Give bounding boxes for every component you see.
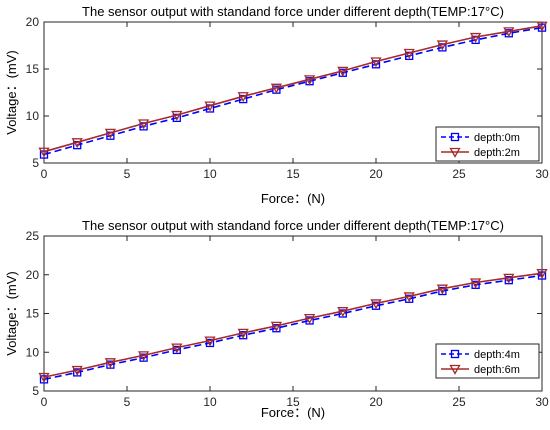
legend-label: depth:6m <box>474 364 520 376</box>
x-axis-label: Force：(N) <box>261 191 325 206</box>
y-tick-label: 10 <box>26 345 40 359</box>
y-tick-label: 20 <box>26 268 40 282</box>
data-point <box>38 147 50 158</box>
series-line-1 <box>43 26 543 156</box>
data-point <box>171 110 183 121</box>
x-tick-label: 20 <box>369 395 383 409</box>
data-point <box>137 351 150 362</box>
data-point <box>403 48 415 59</box>
data-point <box>204 101 216 112</box>
series-line-1 <box>43 274 543 381</box>
legend-label: depth:0m <box>474 132 520 144</box>
chart-title: The sensor output with standand force un… <box>82 4 504 19</box>
x-tick-label: 10 <box>203 167 217 181</box>
legend-marker <box>449 147 461 158</box>
series-line-2 <box>43 272 543 378</box>
data-point <box>303 314 316 324</box>
data-point <box>270 321 283 332</box>
y-tick-label: 5 <box>32 156 39 170</box>
data-point <box>436 40 449 51</box>
data-point <box>469 278 482 289</box>
x-tick-label: 0 <box>41 395 48 409</box>
data-point <box>403 292 415 303</box>
data-point <box>137 119 150 130</box>
x-axis-label: Force：(N) <box>261 405 325 420</box>
x-tick-label: 10 <box>203 395 217 409</box>
x-tick-label: 25 <box>452 167 466 181</box>
y-tick-label: 5 <box>32 384 39 398</box>
y-tick-label: 15 <box>26 62 40 76</box>
y-axis-label: Voltage：(mV) <box>4 50 19 135</box>
data-point <box>503 27 515 38</box>
data-point <box>370 57 382 68</box>
data-point <box>270 83 283 94</box>
x-tick-label: 5 <box>124 167 131 181</box>
x-tick-label: 15 <box>286 395 300 409</box>
y-tick-label: 15 <box>26 307 40 321</box>
data-point <box>536 269 548 280</box>
legend-marker <box>450 349 460 359</box>
data-point <box>237 92 249 103</box>
legend-box <box>435 126 540 162</box>
legend-label: depth:4m <box>474 349 520 361</box>
x-tick-label: 30 <box>535 167 549 181</box>
data-point <box>104 128 117 139</box>
data-point <box>204 336 216 347</box>
data-point <box>337 66 349 77</box>
data-point <box>171 343 183 354</box>
y-tick-label: 25 <box>26 229 40 243</box>
y-tick-label: 10 <box>26 109 40 123</box>
y-tick-label: 20 <box>26 15 40 29</box>
legend-box <box>435 343 540 379</box>
data-point <box>436 284 449 295</box>
legend-marker <box>450 132 460 142</box>
data-point <box>71 365 83 376</box>
data-point <box>370 299 382 310</box>
legend-marker <box>449 364 461 375</box>
x-tick-label: 0 <box>41 167 48 181</box>
data-point <box>536 21 548 32</box>
data-point <box>237 328 249 339</box>
data-point <box>38 372 50 383</box>
legend-label: depth:2m <box>474 147 520 159</box>
data-point <box>104 358 117 369</box>
x-tick-label: 20 <box>369 167 383 181</box>
x-tick-label: 30 <box>535 395 549 409</box>
chart-title: The sensor output with standand force un… <box>82 218 504 233</box>
data-point <box>503 273 515 284</box>
data-point <box>469 32 482 43</box>
y-axis-label: Voltage：(mV) <box>4 271 19 356</box>
data-point <box>71 138 83 149</box>
x-tick-label: 5 <box>124 395 131 409</box>
data-point <box>337 307 349 318</box>
series-line-2 <box>43 25 543 153</box>
data-point <box>303 75 316 86</box>
x-tick-label: 25 <box>452 395 466 409</box>
chart-panel-2: The sensor output with standand force un… <box>4 218 549 420</box>
x-tick-label: 15 <box>286 167 300 181</box>
chart-legend: depth:4m depth:6m <box>435 343 540 379</box>
chart-panel-1: The sensor output with standand force un… <box>4 4 549 206</box>
chart-legend: depth:0m depth:2m <box>435 126 540 162</box>
